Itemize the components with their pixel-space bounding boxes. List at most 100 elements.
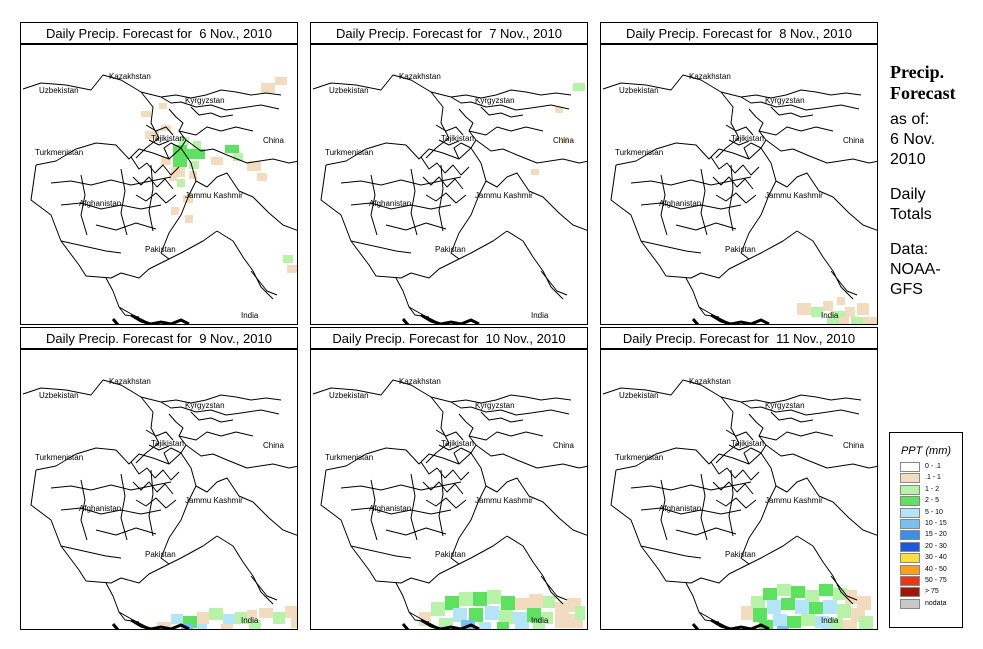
- precip-cell: [459, 592, 473, 606]
- legend-swatch: [900, 473, 920, 484]
- precip-cell: [275, 77, 287, 85]
- border-line: [410, 168, 418, 236]
- precip-cell: [479, 622, 491, 629]
- country-label-turkmenistan: Turkmenistan: [615, 148, 663, 157]
- legend-swatch: [900, 598, 920, 609]
- precip-cell: [827, 317, 839, 324]
- border-line: [685, 582, 730, 629]
- precip-cell: [261, 83, 275, 93]
- map-canvas: Kazakhstan Uzbekistan Kyrgyzstan Tajikistan…: [22, 377, 297, 629]
- country-label-kazakhstan: Kazakhstan: [109, 377, 151, 386]
- precip-cell: [857, 596, 871, 610]
- precip-cell: [159, 103, 167, 109]
- precip-cell: [555, 602, 569, 616]
- border-line: [740, 96, 860, 111]
- country-label-india: India: [241, 616, 259, 625]
- legend-label: 5 - 10: [925, 508, 943, 516]
- country-label-china: China: [843, 441, 864, 450]
- precip-cell: [529, 594, 543, 608]
- border-line: [728, 164, 734, 232]
- border-line: [830, 270, 858, 296]
- border-line: [160, 96, 280, 111]
- border-line: [370, 174, 378, 236]
- country-label-afghanistan: Afghanistan: [369, 504, 411, 513]
- legend-entry: 50 - 75: [890, 575, 962, 586]
- border-line: [60, 230, 218, 279]
- border-line: [485, 477, 587, 536]
- legend-swatch: [900, 484, 920, 495]
- border-line: [602, 379, 742, 403]
- border-line: [615, 447, 762, 471]
- legend-swatch: [900, 462, 920, 472]
- border-line: [130, 156, 180, 176]
- legend-entry: 40 - 50: [890, 564, 962, 575]
- legend-label: .1 - 1: [925, 474, 941, 482]
- country-label-tajikistan: Tajikistan: [731, 439, 764, 448]
- border-line: [132, 176, 174, 190]
- border-line: [135, 192, 177, 204]
- precip-map: Kazakhstan Uzbekistan Kyrgyzstan Tajikistan…: [20, 44, 298, 325]
- precip-cell: [543, 596, 555, 608]
- border-line: [340, 176, 462, 186]
- border-line: [312, 379, 452, 403]
- country-label-kyrgyzstan: Kyrgyzstan: [765, 96, 805, 105]
- country-label-kyrgyzstan: Kyrgyzstan: [765, 401, 805, 410]
- country-label-kazakhstan: Kazakhstan: [689, 377, 731, 386]
- border-line: [758, 431, 834, 441]
- border-line: [450, 452, 487, 565]
- country-borders: [602, 379, 877, 629]
- border-line: [640, 535, 798, 584]
- country-label-uzbekistan: Uzbekistan: [329, 391, 369, 400]
- precip-cell: [815, 616, 829, 628]
- precip-cell: [741, 606, 755, 620]
- data-source-line1: Data:: [890, 241, 929, 258]
- forecast-panel-nov-6: Daily Precip. Forecast for 6 Nov., 2010 …: [20, 22, 298, 325]
- legend-label: 2 - 5: [925, 497, 940, 505]
- country-label-china: China: [553, 441, 574, 450]
- country-label-turkmenistan: Turkmenistan: [615, 453, 663, 462]
- border-line: [30, 164, 122, 254]
- border-line: [95, 222, 157, 231]
- precip-cell: [171, 207, 179, 215]
- border-line: [130, 461, 180, 481]
- precip-cell: [473, 592, 487, 606]
- country-label-india: India: [531, 311, 549, 320]
- legend-entry: 10 - 15: [890, 518, 962, 529]
- precip-cell: [573, 83, 585, 91]
- precip-cell: [823, 600, 837, 614]
- border-line: [135, 497, 177, 509]
- border-line: [700, 168, 708, 236]
- precip-cell: [781, 598, 795, 610]
- country-borders: [312, 74, 587, 324]
- legend-title: PPT (mm): [900, 445, 952, 457]
- legend-label: 20 - 30: [925, 542, 947, 550]
- country-label-uzbekistan: Uzbekistan: [39, 86, 79, 95]
- precip-cell: [859, 616, 873, 629]
- border-line: [710, 461, 760, 481]
- precip-map: Kazakhstan Uzbekistan Kyrgyzstan Tajikistan…: [310, 44, 588, 325]
- data-source-line3: GFS: [890, 281, 923, 298]
- border-line: [438, 444, 460, 451]
- legend-entry: 1 - 2: [890, 484, 962, 495]
- border-line: [480, 106, 524, 118]
- country-label-india: India: [241, 311, 259, 320]
- border-line: [425, 497, 467, 509]
- border-line: [640, 202, 742, 210]
- border-line: [185, 139, 297, 164]
- legend-label: 50 - 75: [925, 576, 947, 584]
- precip-cell: [173, 145, 187, 167]
- country-label-afghanistan: Afghanistan: [369, 199, 411, 208]
- border-line: [340, 481, 462, 491]
- precip-cell: [801, 614, 815, 626]
- coastline: [111, 313, 190, 324]
- panel-title: Daily Precip. Forecast for 11 Nov., 2010: [600, 327, 878, 349]
- precip-cell: [193, 141, 201, 149]
- border-line: [740, 394, 862, 404]
- precip-cell: [753, 608, 767, 622]
- border-line: [712, 481, 754, 495]
- country-label-kazakhstan: Kazakhstan: [399, 72, 441, 81]
- legend-swatch: [900, 575, 920, 586]
- legend-entry: 2 - 5: [890, 495, 962, 507]
- country-label-jammu-kashmir: Jammu Kashmir: [185, 496, 243, 505]
- panel-title: Daily Precip. Forecast for 10 Nov., 2010: [310, 327, 588, 349]
